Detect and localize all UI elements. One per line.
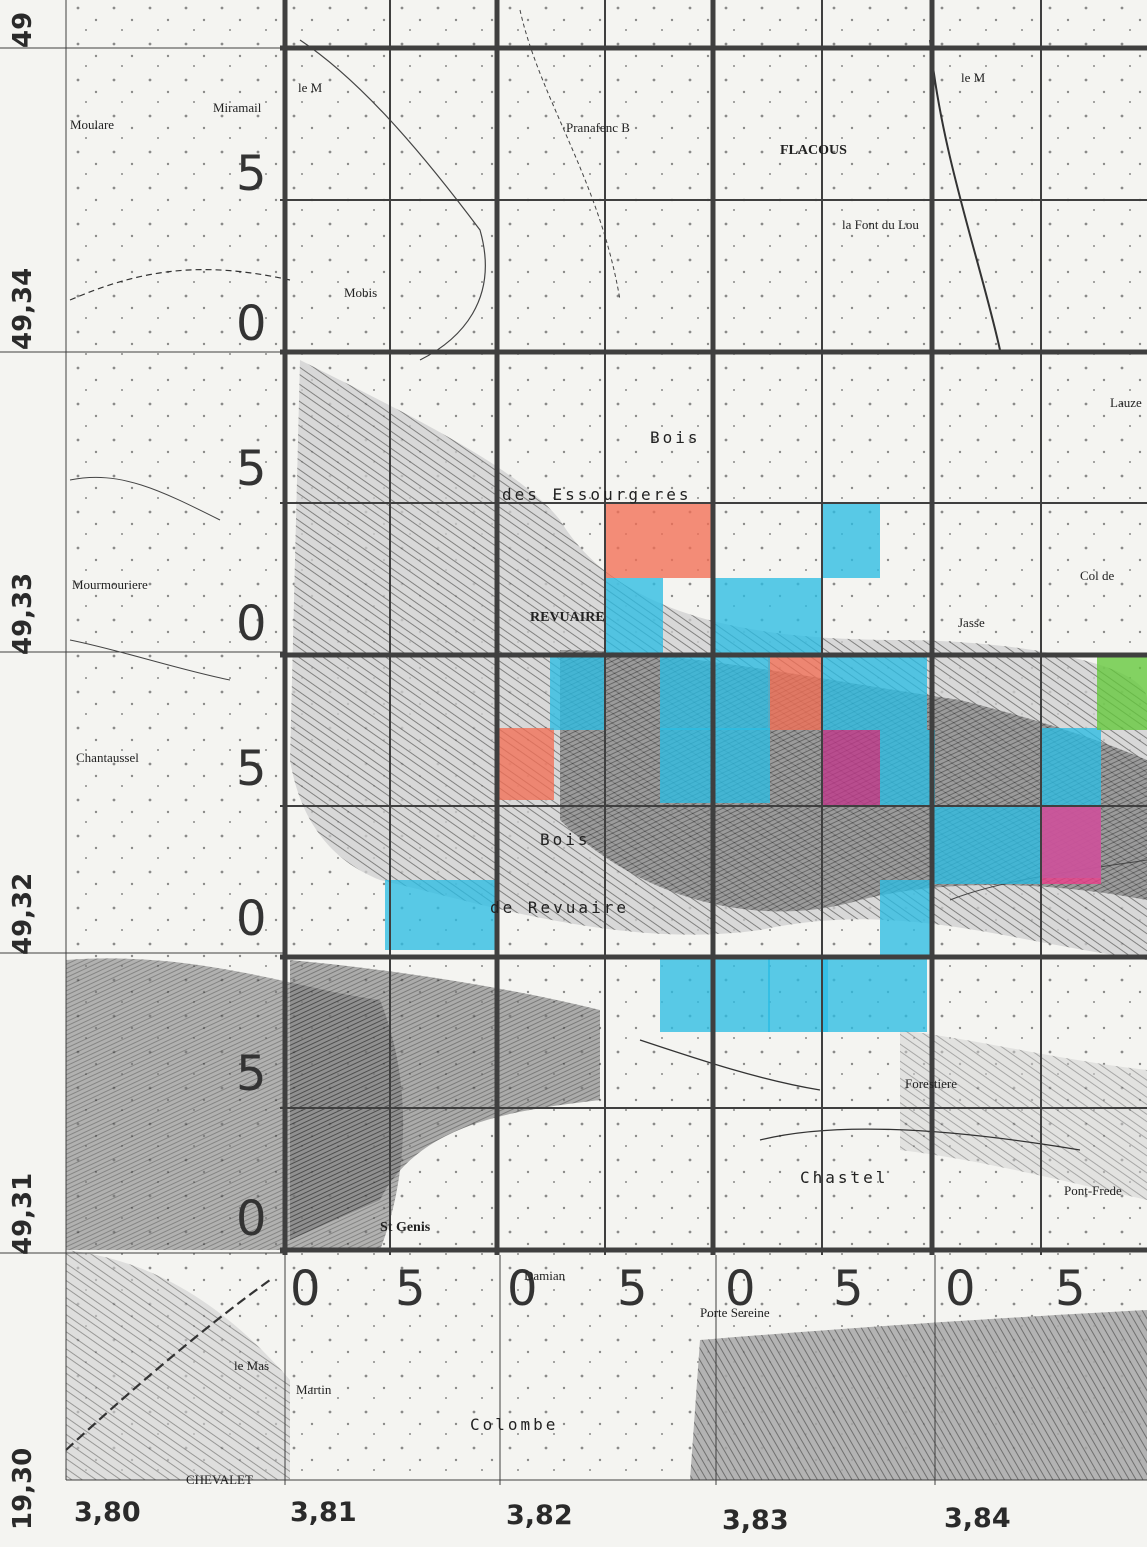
place-name: le Mas [234, 1358, 270, 1373]
place-name: CHEVALET [186, 1472, 253, 1487]
grid-index-digit: 5 [236, 441, 267, 497]
colored-grid-cell [1097, 655, 1147, 730]
colored-grid-cell [385, 880, 495, 950]
place-name: Bois [540, 830, 591, 849]
colored-grid-cell [768, 957, 828, 1032]
place-name: REVUAIRE [530, 610, 605, 625]
colored-grid-cell [932, 806, 1042, 884]
place-name: Lauze [1110, 395, 1142, 410]
place-name: Col de [1080, 568, 1115, 583]
latitude-label: 19,30 [8, 1447, 38, 1530]
place-name: Chastel [800, 1168, 889, 1187]
grid-index-digit: 0 [236, 891, 267, 947]
grid-index-digit: 0 [507, 1261, 538, 1317]
longitude-label: 3,83 [722, 1505, 789, 1536]
grid-index-digit: 5 [1055, 1261, 1086, 1317]
colored-grid-cell [497, 728, 554, 800]
grid-index-digit: 0 [945, 1261, 976, 1317]
place-name: la Font du Lou [842, 217, 919, 232]
place-name: Pont-Frede [1064, 1183, 1122, 1198]
colored-grid-cell [822, 730, 880, 805]
grid-index-digit: 0 [236, 596, 267, 652]
longitude-label: 3,82 [506, 1500, 573, 1531]
longitude-label: 3,80 [74, 1497, 141, 1528]
grid-index-digit: 5 [395, 1261, 426, 1317]
longitude-label: 3,81 [290, 1497, 357, 1528]
colored-grid-cell [550, 655, 605, 730]
latitude-label: 49,33 [8, 572, 38, 655]
grid-index-digit: 5 [236, 146, 267, 202]
place-name: Chantaussel [76, 750, 139, 765]
longitude-label: 3,84 [944, 1503, 1011, 1534]
latitude-label: 49,32 [8, 872, 38, 955]
place-name: Porte Sereine [700, 1305, 770, 1320]
place-name: des Essourgeres [502, 485, 692, 504]
grid-index-digit: 0 [290, 1261, 321, 1317]
place-name: Bois [650, 428, 701, 447]
latitude-label: 49,31 [8, 1172, 38, 1255]
place-name: Forestiere [905, 1076, 957, 1091]
place-name: Damian [524, 1268, 566, 1283]
grid-index-digit: 5 [236, 1046, 267, 1102]
grid-index-digit: 5 [617, 1261, 648, 1317]
colored-grid-cell [768, 578, 823, 656]
place-name: Mobis [344, 285, 378, 300]
place-name: Jasse [958, 615, 985, 630]
colored-grid-cell [1041, 806, 1101, 884]
place-name: Miramail [213, 100, 262, 115]
place-name: le M [961, 70, 986, 85]
grid-index-digit: 0 [236, 296, 267, 352]
colored-grid-cell [822, 957, 927, 1032]
place-name: St Genis [380, 1220, 431, 1235]
grid-index-digit: 5 [833, 1261, 864, 1317]
place-name: Colombe [470, 1415, 559, 1434]
colored-grid-cell [880, 880, 930, 955]
place-name: Mourmouriere [72, 577, 148, 592]
latitude-label: 49,34 [8, 267, 38, 350]
colored-grid-cell [822, 503, 880, 578]
grid-index-digit: 0 [725, 1261, 756, 1317]
colored-grid-cell [822, 655, 927, 730]
place-name: Moulare [70, 117, 115, 132]
grid-index-digit: 5 [236, 741, 267, 797]
colored-grid-cell [768, 655, 822, 730]
colored-grid-cell [605, 503, 715, 578]
colored-grid-cell [713, 578, 768, 656]
colored-grid-cell [605, 578, 663, 656]
grid-index-digit: 0 [236, 1191, 267, 1247]
place-name: de Revuaire [490, 898, 629, 917]
place-name: FLACOUS [780, 143, 847, 158]
place-name: le M [298, 80, 323, 95]
colored-grid-cell [880, 730, 935, 805]
latitude-label: 49 [8, 11, 38, 48]
place-name: Pranafenc B [566, 120, 630, 135]
place-name: Martin [296, 1382, 332, 1397]
